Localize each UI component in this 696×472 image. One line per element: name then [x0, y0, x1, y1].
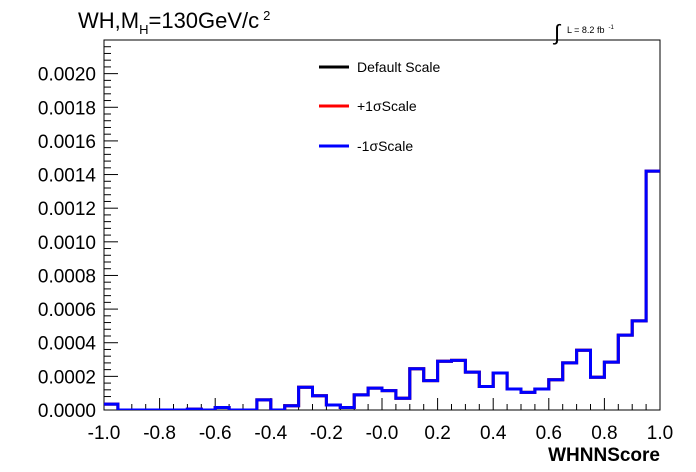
x-tick-label: 0.2 [424, 423, 450, 444]
y-tick-label: 0.0020 [38, 65, 96, 86]
y-tick-label: 0.0000 [38, 401, 96, 422]
lumi-integral-sign: ∫ [552, 20, 562, 45]
series-line-2 [104, 169, 660, 410]
x-tick-label: 1.0 [647, 423, 673, 444]
x-tick-label: -0.8 [143, 423, 176, 444]
chart-title-rest: =130GeV/c [148, 8, 259, 33]
x-tick-label: -0.0 [366, 423, 399, 444]
series-line-1 [104, 169, 660, 410]
histogram-series [104, 169, 660, 410]
chart-title-superscript: 2 [263, 8, 270, 23]
y-tick-label: 0.0018 [38, 98, 96, 119]
y-tick-label: 0.0012 [38, 199, 96, 220]
x-tick-label: -0.6 [199, 423, 232, 444]
lumi-label: L = 8.2 fb -1 [567, 25, 614, 35]
lumi-exponent: -1 [608, 25, 614, 31]
chart-title-main: WH,M [78, 8, 139, 33]
y-tick-label: 0.0006 [38, 300, 96, 321]
y-tick-label: 0.0014 [38, 166, 97, 187]
chart-title: WH,MH=130GeV/c 2 [78, 8, 270, 37]
x-tick-label: 0.8 [591, 423, 617, 444]
series-line-0 [104, 169, 660, 410]
x-tick-label: -0.4 [254, 423, 287, 444]
chart-title-subscript: H [139, 22, 148, 37]
legend: Default Scale +1σScale -1σScale [319, 59, 440, 154]
x-axis-title: WHNNScore [548, 445, 660, 466]
x-axis-ticks: -1.0 -0.8 -0.6 -0.4 -0.2 -0.0 0.2 0.4 0.6 0.8 1.0 [88, 398, 673, 444]
y-tick-label: 0.0004 [38, 334, 97, 355]
y-tick-label: 0.0016 [38, 132, 96, 153]
y-tick-label: 0.0008 [38, 266, 96, 287]
y-axis-ticks: 0.0000 0.0002 0.0004 0.0006 0.0008 0.0010 0.00… [38, 39, 118, 422]
x-tick-label: -0.2 [310, 423, 343, 444]
y-tick-label: 0.0002 [38, 367, 96, 388]
legend-label-default: Default Scale [357, 59, 440, 75]
legend-label-plus1sigma: +1σScale [357, 98, 417, 114]
x-tick-label: 0.6 [536, 423, 562, 444]
x-tick-label: 0.4 [480, 423, 507, 444]
lumi-value: L = 8.2 fb [567, 25, 604, 35]
x-tick-label: -1.0 [88, 423, 121, 444]
y-tick-label: 0.0010 [38, 233, 96, 254]
legend-label-minus1sigma: -1σScale [357, 138, 413, 154]
